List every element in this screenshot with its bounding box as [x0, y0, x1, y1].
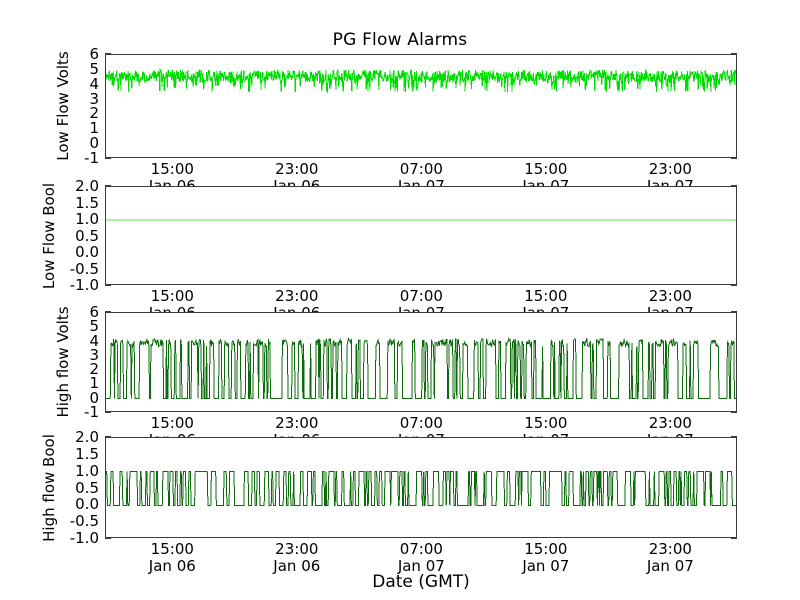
y-tick-mark — [731, 53, 737, 55]
y-tick-label: 2 — [89, 360, 99, 379]
axes-frame-high-flow-volts — [105, 312, 737, 412]
x-tick-time: 23:00 — [275, 160, 319, 178]
x-tick-time: 23:00 — [648, 287, 692, 305]
x-tick-time: 23:00 — [275, 540, 319, 558]
y-tick-label: 4 — [89, 331, 99, 350]
subplot-low-flow-volts — [105, 54, 737, 158]
y-tick-label: 1 — [89, 119, 99, 138]
y-tick-label: 5 — [89, 59, 99, 78]
y-tick-label: 3 — [89, 89, 99, 108]
y-tick-label: 0.5 — [75, 478, 99, 497]
x-tick-time: 23:00 — [648, 540, 692, 558]
y-tick-label: -1 — [84, 149, 99, 167]
y-tick-label: 5 — [89, 317, 99, 336]
x-tick-time: 15:00 — [524, 287, 568, 305]
y-tick-label: 2.0 — [75, 177, 99, 195]
y-tick-label: -0.5 — [69, 512, 99, 531]
y-tick-label: 3 — [89, 345, 99, 364]
series-high-flow-volts — [106, 337, 736, 400]
y-tick-label: -1.0 — [69, 276, 99, 294]
x-tick-date: Jan 06 — [148, 557, 196, 575]
x-tick-time: 23:00 — [648, 160, 692, 178]
x-tick-time: 23:00 — [648, 414, 692, 432]
axes-frame-high-flow-bool — [105, 437, 737, 538]
y-tick-label: 1 — [89, 374, 99, 393]
y-tick-mark — [105, 436, 111, 438]
x-tick-time: 23:00 — [275, 287, 319, 305]
x-tick-time: 15:00 — [150, 540, 194, 558]
y-tick-label: 0.0 — [75, 495, 99, 514]
y-axis-label-high-flow-bool: High flow Bool — [40, 433, 58, 542]
plot-area-high-flow-bool — [106, 471, 736, 506]
subplot-high-flow-bool — [105, 437, 737, 538]
x-axis-label: Date (GMT) — [372, 572, 470, 592]
x-tick-time: 15:00 — [150, 160, 194, 178]
y-tick-label: -1.0 — [69, 529, 99, 547]
y-axis-label-low-flow-volts: Low Flow Volts — [54, 51, 72, 161]
x-tick-date: Jan 07 — [397, 557, 445, 575]
x-tick-time: 15:00 — [524, 414, 568, 432]
y-tick-mark — [105, 53, 111, 55]
y-tick-mark — [105, 185, 111, 187]
y-tick-label: -0.5 — [69, 259, 99, 278]
x-tick-date: Jan 06 — [273, 557, 321, 575]
x-tick-time: 07:00 — [399, 540, 443, 558]
x-tick-time: 15:00 — [524, 160, 568, 178]
x-tick-time: 15:00 — [150, 414, 194, 432]
y-tick-label: -1 — [84, 403, 99, 421]
axes-frame-low-flow-volts — [105, 54, 737, 158]
series-high-flow-bool — [106, 471, 736, 506]
y-tick-mark — [731, 436, 737, 438]
x-tick-time: 15:00 — [524, 540, 568, 558]
y-tick-label: 0 — [89, 134, 99, 153]
axes-frame-low-flow-bool — [105, 186, 737, 285]
subplot-high-flow-volts — [105, 312, 737, 412]
x-tick-date: Jan 07 — [522, 557, 570, 575]
y-tick-label: 2.0 — [75, 428, 99, 446]
x-tick-time: 07:00 — [399, 160, 443, 178]
chart-title: PG Flow Alarms — [332, 30, 468, 50]
y-tick-mark — [731, 185, 737, 187]
plot-area-high-flow-volts — [106, 337, 736, 400]
y-axis-label-high-flow-volts: High flow Volts — [54, 306, 72, 418]
series-low-flow-volts — [106, 68, 736, 94]
y-tick-label: 1.5 — [75, 444, 99, 463]
y-tick-label: 1.5 — [75, 193, 99, 212]
x-tick-time: 23:00 — [275, 414, 319, 432]
x-tick-time: 07:00 — [399, 287, 443, 305]
y-tick-label: 0.0 — [75, 243, 99, 261]
subplot-low-flow-bool — [105, 186, 737, 285]
x-tick-time: 07:00 — [399, 414, 443, 432]
y-tick-label: 1.0 — [75, 210, 99, 228]
y-tick-label: 0.5 — [75, 226, 99, 245]
y-tick-label: 2 — [89, 104, 99, 123]
y-tick-mark — [731, 311, 737, 313]
y-axis-label-low-flow-bool: Low Flow Bool — [40, 182, 58, 289]
plot-area-low-flow-bool — [106, 219, 736, 221]
plot-area-low-flow-volts — [106, 68, 736, 94]
y-tick-label: 0 — [89, 388, 99, 407]
x-tick-time: 15:00 — [150, 287, 194, 305]
y-tick-label: 4 — [89, 74, 99, 93]
y-tick-mark — [105, 311, 111, 313]
y-tick-label: 1.0 — [75, 461, 99, 480]
y-tick-label: 6 — [89, 303, 99, 321]
y-tick-label: 6 — [89, 45, 99, 63]
x-tick-date: Jan 07 — [646, 557, 694, 575]
